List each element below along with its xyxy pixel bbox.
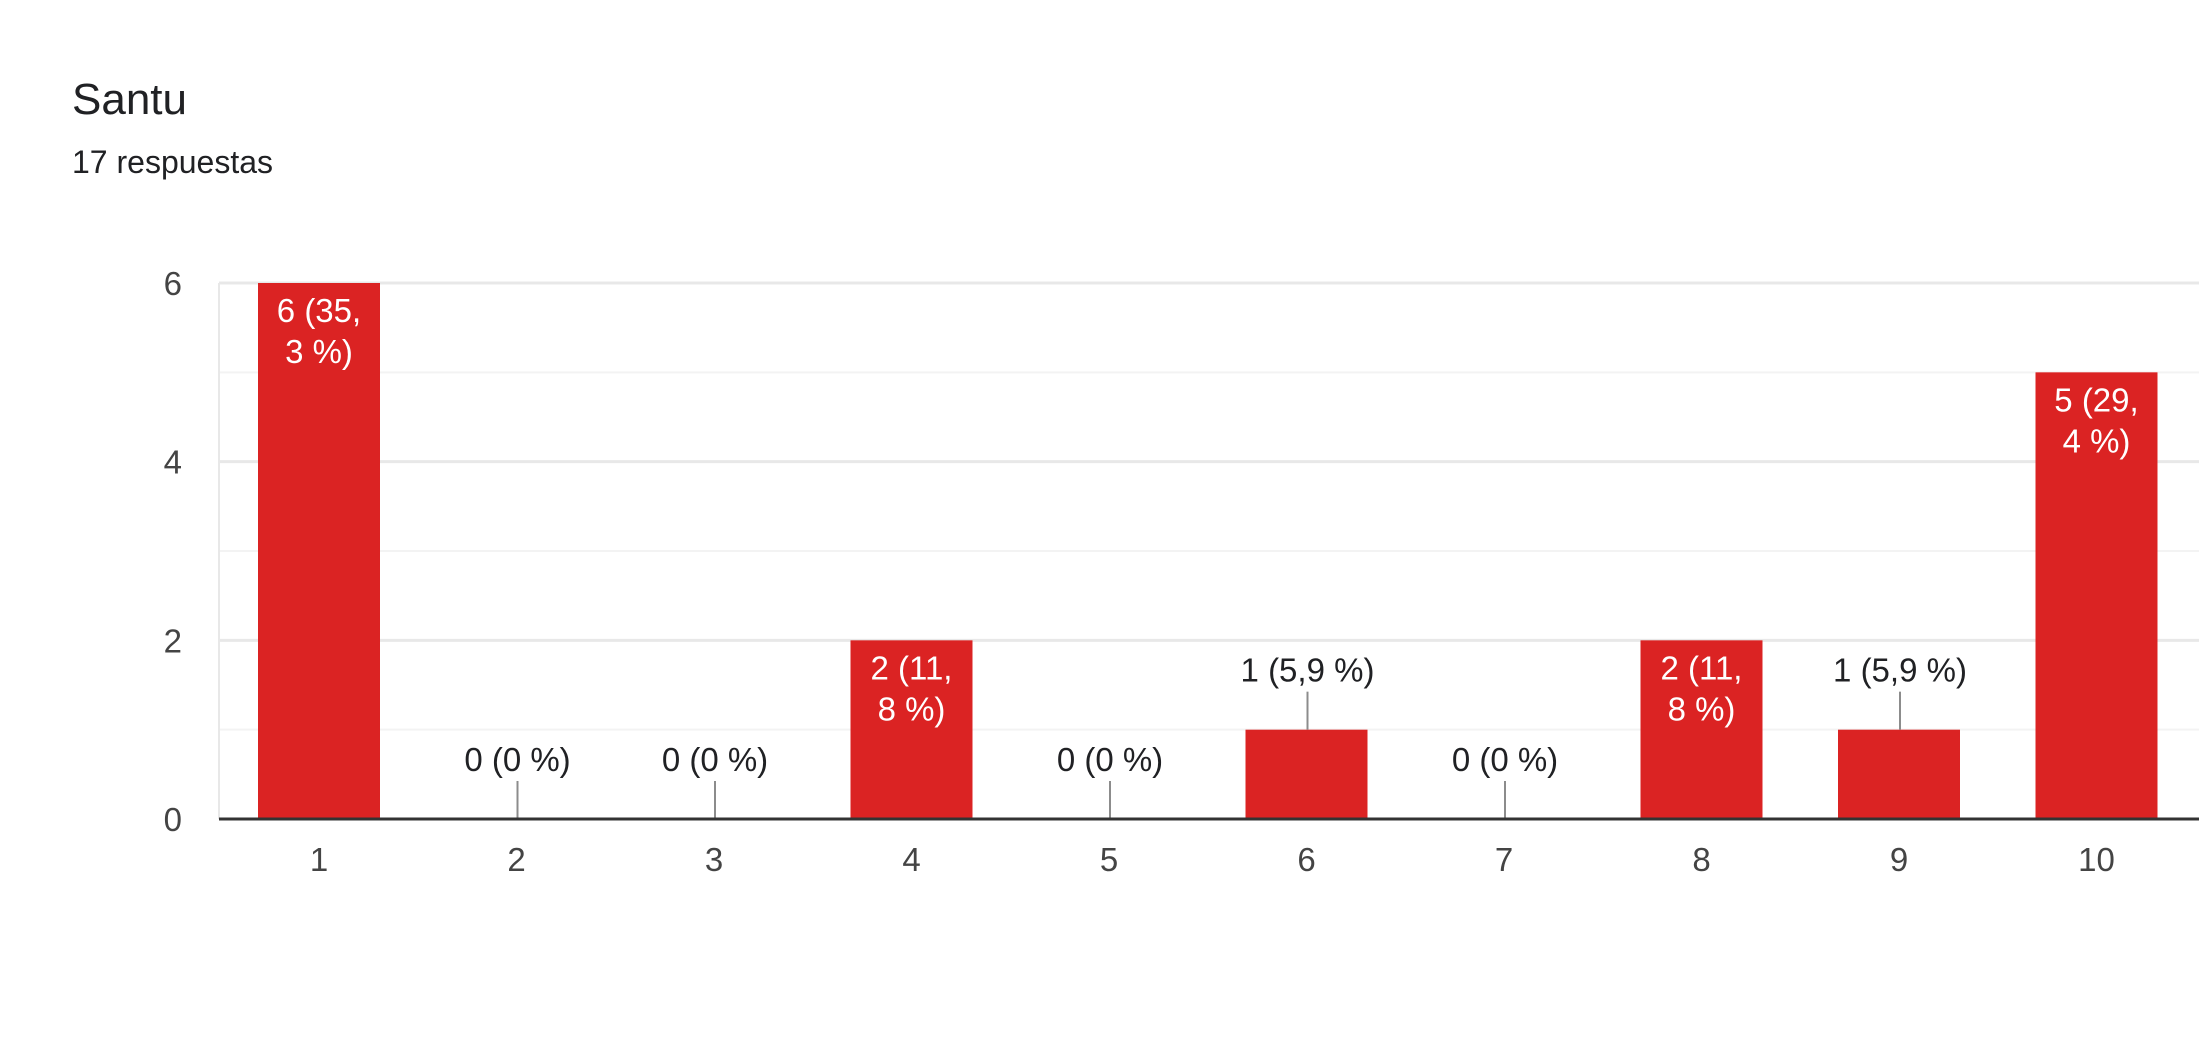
x-tick-label: 7	[1495, 841, 1513, 878]
bar-4	[850, 640, 973, 819]
y-tick-label: 2	[164, 622, 182, 659]
data-label: 2 (11,	[1661, 649, 1743, 686]
x-tick-label: 9	[1890, 841, 1908, 878]
data-label: 1 (5,9 %)	[1241, 652, 1375, 689]
bar-6	[1245, 729, 1368, 819]
x-tick-label: 4	[902, 841, 920, 878]
data-label: 8 %)	[1668, 690, 1736, 727]
x-tick-label: 2	[507, 841, 525, 878]
chart-title: Santu	[72, 75, 187, 124]
y-tick-label: 4	[164, 444, 182, 481]
bar-10	[2035, 372, 2158, 819]
data-label: 0 (0 %)	[1057, 741, 1163, 778]
x-tick-label: 10	[2078, 841, 2115, 878]
data-label: 8 %)	[878, 690, 946, 727]
y-tick-label: 0	[164, 801, 182, 838]
bar-1	[258, 283, 380, 819]
data-label: 5 (29,	[2054, 381, 2138, 418]
x-tick-label: 8	[1692, 841, 1710, 878]
x-tick-label: 1	[310, 841, 328, 878]
data-label: 6 (35,	[277, 292, 361, 329]
x-tick-label: 6	[1297, 841, 1315, 878]
data-label: 4 %)	[2063, 422, 2131, 459]
data-label: 0 (0 %)	[1452, 741, 1558, 778]
data-label: 0 (0 %)	[464, 741, 570, 778]
x-tick-label: 3	[705, 841, 723, 878]
x-tick-label: 5	[1100, 841, 1118, 878]
data-label: 3 %)	[285, 333, 353, 370]
bar-9	[1838, 729, 1960, 819]
data-label: 1 (5,9 %)	[1833, 652, 1967, 689]
y-tick-label: 6	[164, 265, 182, 302]
chart-header: Santu 17 respuestas	[72, 72, 273, 182]
response-count: 17 respuestas	[72, 144, 274, 180]
bar-8	[1640, 640, 1763, 819]
data-label: 0 (0 %)	[662, 741, 768, 778]
data-label: 2 (11,	[871, 649, 953, 686]
